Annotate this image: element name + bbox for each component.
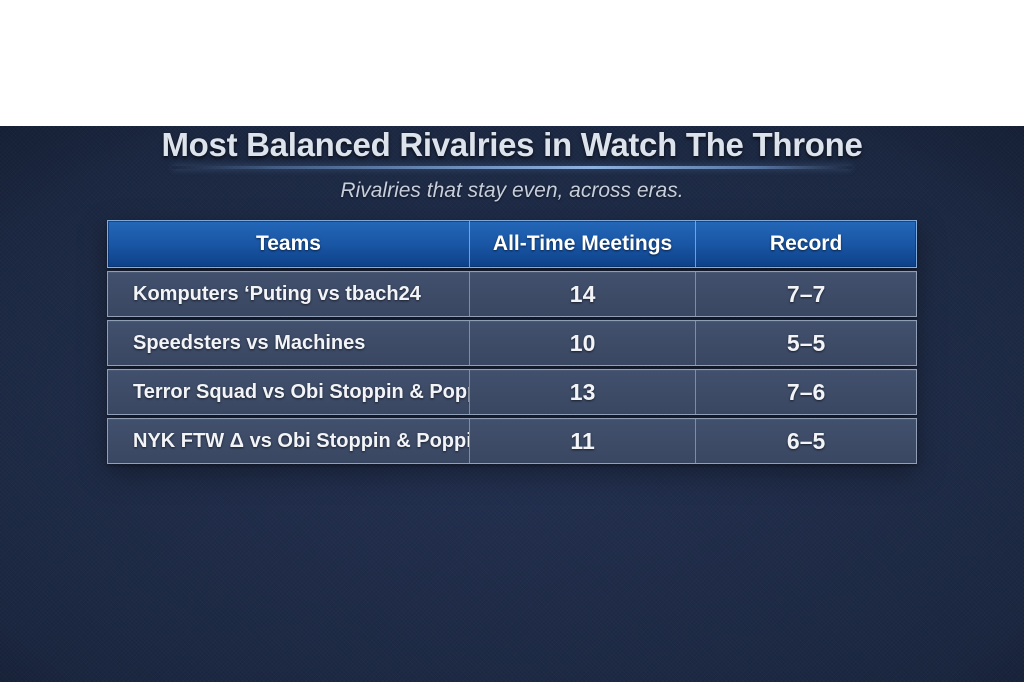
title-divider	[172, 166, 852, 169]
cell-record: 6–5	[786, 427, 826, 454]
table-row: Speedsters vs Machines 10 5–5	[107, 320, 917, 366]
column-header-record: Record	[769, 232, 843, 255]
cell-teams: Terror Squad vs Obi Stoppin & Poppin	[108, 370, 470, 414]
page-title: Most Balanced Rivalries in Watch The Thr…	[161, 126, 863, 163]
cell-record: 5–5	[786, 329, 826, 356]
page-subtitle: Rivalries that stay even, across eras.	[340, 179, 684, 202]
cell-teams: Speedsters vs Machines	[108, 321, 470, 365]
cell-meetings: 14	[470, 272, 697, 316]
cell-meetings: 10	[470, 321, 697, 365]
cell-meetings: 13	[470, 370, 697, 414]
rivalries-table: Teams All-Time Meetings Record Komputers…	[107, 220, 917, 464]
table-header-row: Teams All-Time Meetings Record	[107, 220, 917, 268]
table-row: Komputers ‘Puting vs tbach24 14 7–7	[107, 271, 917, 317]
cell-record: 7–6	[786, 378, 826, 405]
cell-record: 7–7	[786, 280, 826, 307]
table-row: NYK FTW Δ vs Obi Stoppin & Poppin 11 6–5	[107, 418, 917, 464]
column-header-teams: Teams	[108, 221, 470, 267]
table-row: Terror Squad vs Obi Stoppin & Poppin 13 …	[107, 369, 917, 415]
slide-content: Most Balanced Rivalries in Watch The Thr…	[0, 126, 1024, 464]
cell-teams: Komputers ‘Puting vs tbach24	[108, 272, 470, 316]
slide-background: Most Balanced Rivalries in Watch The Thr…	[0, 126, 1024, 682]
cell-meetings: 11	[470, 419, 697, 463]
cell-teams: NYK FTW Δ vs Obi Stoppin & Poppin	[108, 419, 470, 463]
column-header-meetings: All-Time Meetings	[470, 221, 697, 267]
